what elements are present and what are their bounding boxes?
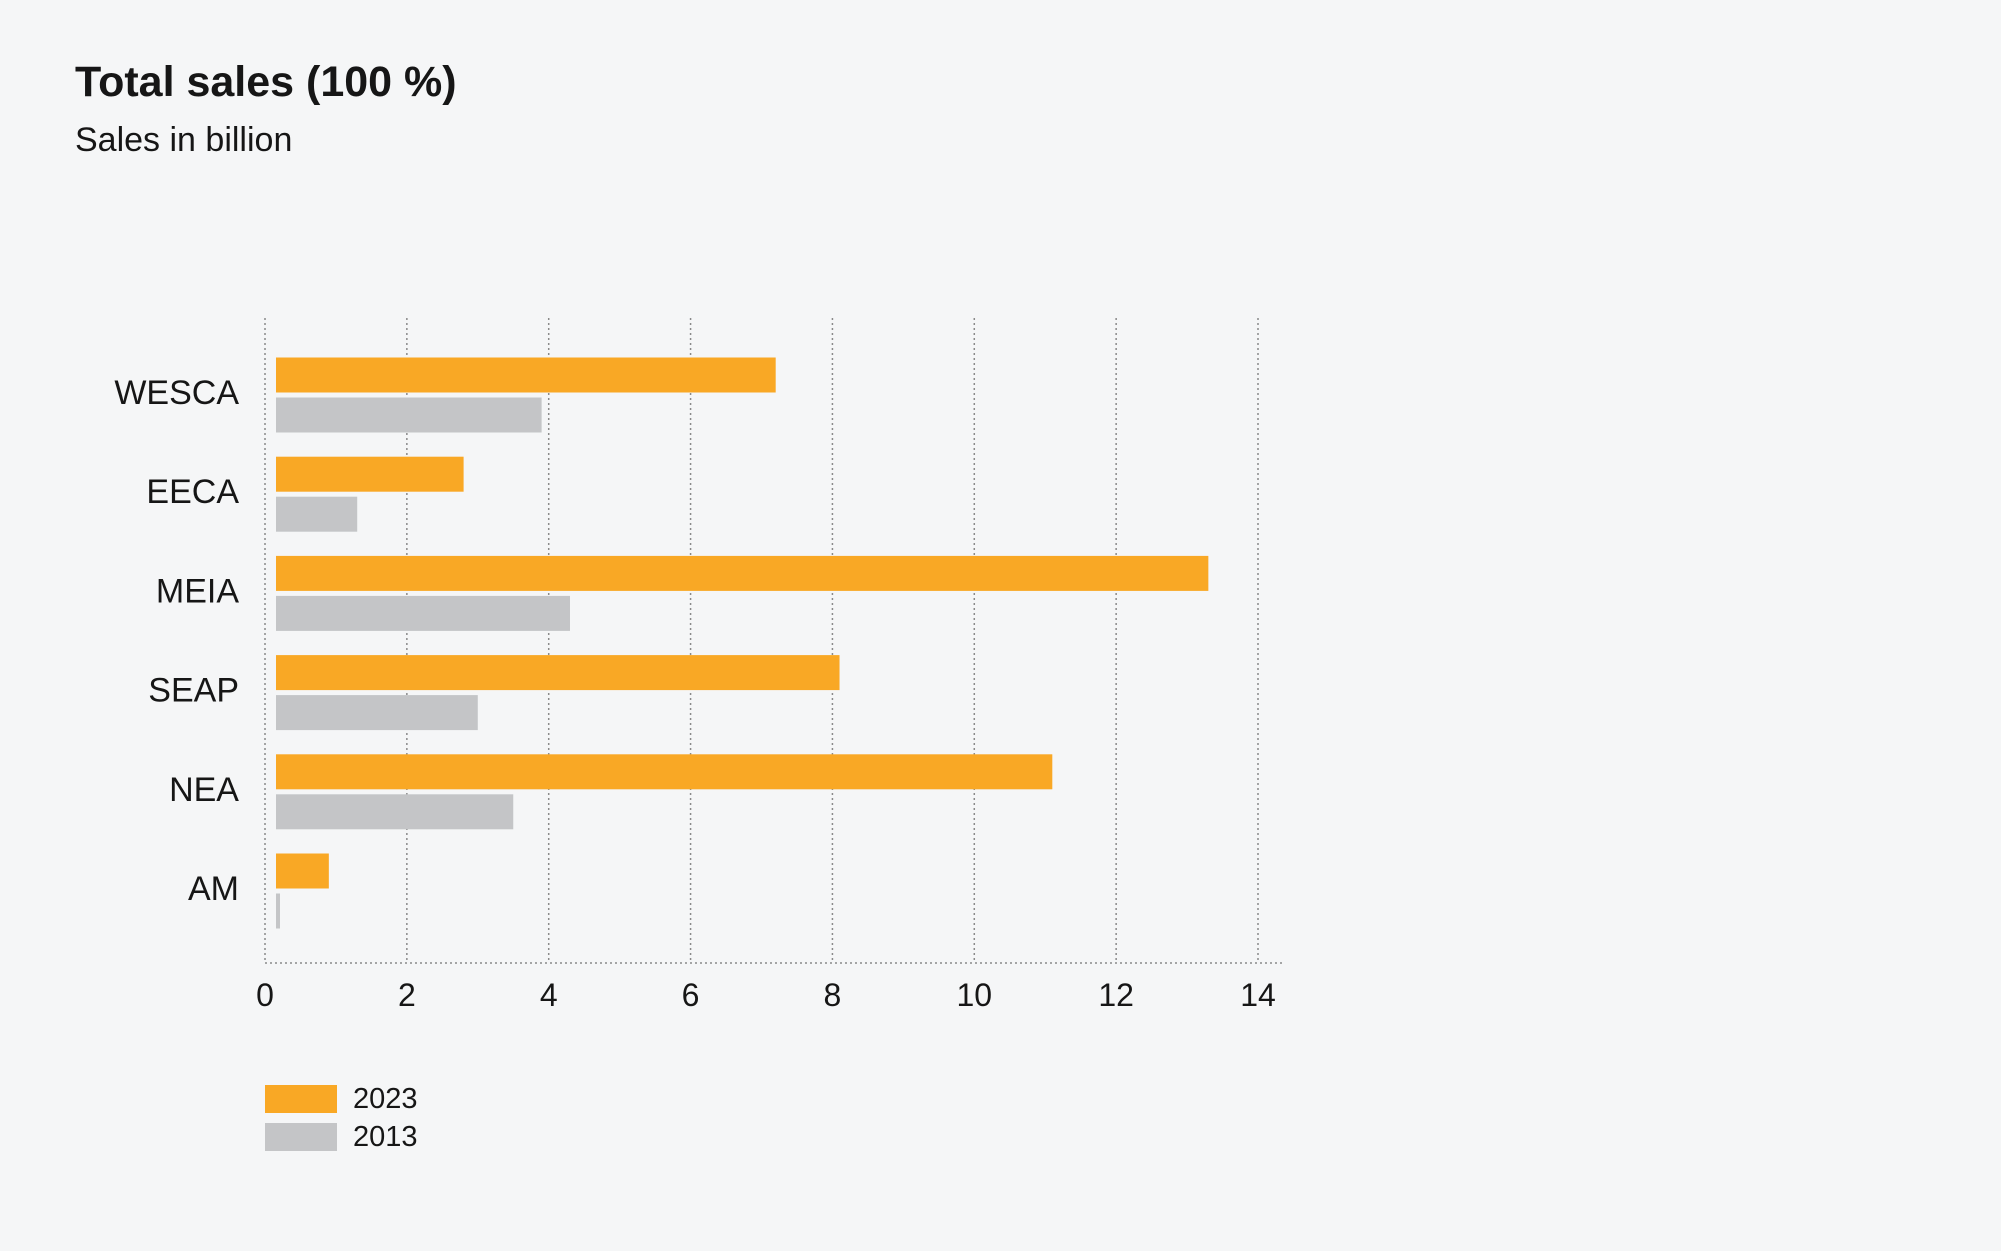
category-label: MEIA xyxy=(156,572,239,610)
bars xyxy=(276,357,1209,929)
bar-2013-nea xyxy=(276,794,514,830)
x-tick-label: 10 xyxy=(956,977,992,1013)
bar-2013-seap xyxy=(276,695,478,731)
x-tick-label: 0 xyxy=(256,977,274,1013)
bar-2023-am xyxy=(276,853,329,889)
x-tick-label: 12 xyxy=(1098,977,1134,1013)
bar-2013-meia xyxy=(276,595,570,631)
category-label: AM xyxy=(188,870,239,908)
x-tick-label: 8 xyxy=(824,977,842,1013)
legend-swatch-2023 xyxy=(265,1085,337,1113)
category-label: NEA xyxy=(169,771,239,809)
legend: 2023 2013 xyxy=(265,1080,418,1156)
chart-subtitle: Sales in billion xyxy=(75,121,293,159)
x-tick-label: 6 xyxy=(682,977,700,1013)
legend-label-2023: 2023 xyxy=(353,1083,418,1115)
bar-2013-eeca xyxy=(276,496,358,532)
bar-2023-eeca xyxy=(276,456,464,492)
category-label: WESCA xyxy=(114,374,239,412)
bar-2013-wesca xyxy=(276,397,542,433)
category-labels: WESCA EECA MEIA SEAP NEA AM xyxy=(114,374,239,908)
x-tick-label: 14 xyxy=(1240,977,1276,1013)
legend-item-2023: 2023 xyxy=(265,1080,418,1118)
bar-2023-wesca xyxy=(276,357,776,393)
legend-swatch-2013 xyxy=(265,1123,337,1151)
bar-2023-nea xyxy=(276,754,1053,790)
chart-title: Total sales (100 %) xyxy=(75,58,457,106)
x-tick-label: 2 xyxy=(398,977,416,1013)
bar-2023-seap xyxy=(276,655,840,691)
category-label: SEAP xyxy=(148,672,239,710)
x-axis-ticks: 0 2 4 6 8 10 12 14 xyxy=(256,977,1276,1013)
x-tick-label: 4 xyxy=(540,977,558,1013)
bar-2013-am xyxy=(276,893,280,929)
bar-2023-meia xyxy=(276,555,1209,591)
legend-label-2013: 2013 xyxy=(353,1121,418,1153)
category-label: EECA xyxy=(146,473,239,511)
legend-item-2013: 2013 xyxy=(265,1118,418,1156)
